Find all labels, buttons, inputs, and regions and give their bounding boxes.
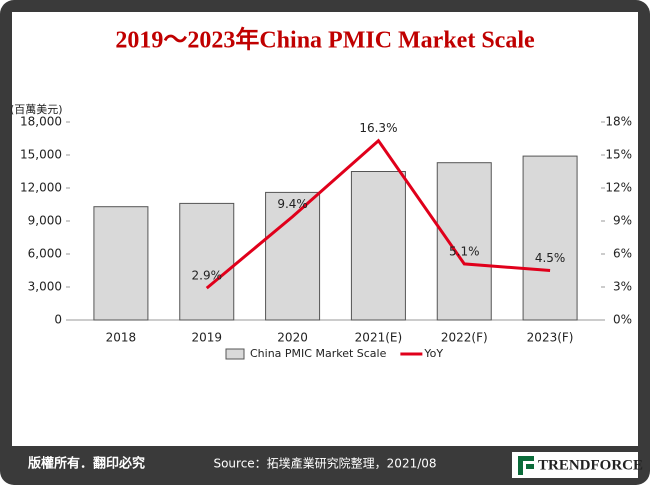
logo-icon [518, 456, 534, 475]
data-label: 4.5% [535, 251, 566, 265]
line [205, 138, 551, 290]
bar [265, 191, 321, 321]
y-tick-label: 12,000 [20, 181, 62, 195]
x-tick-label: 2021(E) [355, 331, 402, 345]
y-tick-label: 6,000 [28, 247, 62, 261]
source: Source：拓墣產業研究院整理，2021/08 [213, 456, 436, 471]
x-tick-label: 2022(F) [441, 331, 488, 345]
x-tick-label: 2018 [106, 331, 137, 345]
x-tick-label: 2023(F) [527, 331, 574, 345]
copyright: 版權所有．翻印必究 [28, 456, 145, 472]
data-label: 2.9% [192, 269, 223, 283]
y2-tick-label: 9% [613, 214, 632, 228]
y-axis-label: (百萬美元) [10, 103, 63, 116]
legend-label: China PMIC Market Scale [250, 347, 387, 360]
legend-label: YoY [423, 347, 443, 360]
y-tick-label: 9,000 [28, 214, 62, 228]
bar [436, 162, 492, 321]
x-tick-label: 2019 [191, 331, 222, 345]
y2-tick-label: 3% [613, 280, 632, 294]
y-tick-label: 15,000 [20, 148, 62, 162]
bar [93, 206, 149, 321]
data-label: 5.1% [449, 244, 480, 258]
data-label: 16.3% [359, 121, 397, 135]
legend-swatch [225, 348, 245, 360]
bar [522, 155, 578, 321]
y-tick-label: 0 [54, 313, 62, 327]
y-tick-label: 18,000 [20, 115, 62, 129]
data-label: 9.4% [277, 197, 308, 211]
y2-tick-label: 6% [613, 247, 632, 261]
logo: TRENDFORCE [538, 457, 643, 473]
y2-tick-label: 0% [613, 313, 632, 327]
y2-tick-label: 15% [605, 148, 632, 162]
bar [350, 171, 406, 321]
bar [179, 202, 235, 321]
chart-title: 2019～2023年China PMIC Market Scale [115, 26, 535, 54]
y2-tick-label: 18% [605, 115, 632, 129]
y-tick-label: 3,000 [28, 280, 62, 294]
y2-tick-label: 12% [605, 181, 632, 195]
x-tick-label: 2020 [277, 331, 308, 345]
